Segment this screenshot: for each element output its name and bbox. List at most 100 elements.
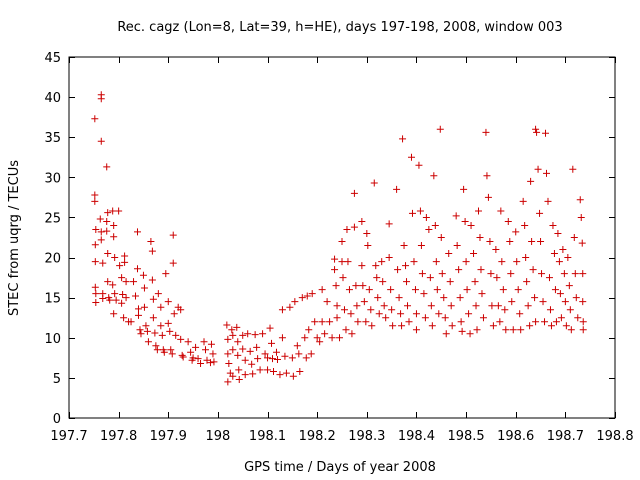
- data-point: [229, 372, 237, 380]
- data-point: [541, 318, 549, 326]
- data-point: [488, 302, 496, 310]
- data-point: [140, 303, 148, 311]
- data-point: [362, 318, 370, 326]
- data-point: [403, 278, 411, 286]
- data-point: [326, 318, 334, 326]
- data-point: [192, 343, 200, 351]
- data-point: [109, 281, 117, 289]
- data-point: [411, 286, 419, 294]
- data-point: [561, 298, 569, 306]
- data-point: [537, 238, 545, 246]
- y-axis: 0 5 10 15 20 25 30 35 40 45: [44, 51, 615, 427]
- data-point: [494, 302, 502, 310]
- data-point: [311, 318, 319, 326]
- x-tick-label: 197.7: [50, 429, 87, 444]
- plot-border: [68, 56, 616, 419]
- data-point: [475, 207, 482, 215]
- data-point: [497, 207, 505, 215]
- data-point: [576, 196, 584, 204]
- data-point: [148, 247, 156, 255]
- data-point: [516, 310, 524, 318]
- data-point: [574, 314, 582, 322]
- data-point: [152, 342, 160, 350]
- data-point: [470, 250, 478, 258]
- data-point: [425, 225, 433, 233]
- data-point: [557, 314, 565, 322]
- data-point: [453, 242, 461, 250]
- data-point: [251, 331, 259, 339]
- data-point: [224, 335, 232, 343]
- data-point: [164, 298, 172, 306]
- data-point: [295, 350, 303, 358]
- data-point: [343, 225, 351, 233]
- data-point: [92, 298, 100, 306]
- data-point: [345, 286, 353, 294]
- data-point: [120, 314, 128, 322]
- data-point: [298, 294, 306, 302]
- data-point: [136, 326, 144, 334]
- data-point: [246, 347, 254, 355]
- plot-frame: [68, 56, 616, 419]
- data-point: [153, 346, 161, 354]
- data-point: [456, 294, 464, 302]
- data-point: [140, 284, 148, 292]
- data-point: [110, 233, 118, 241]
- data-point: [239, 345, 247, 353]
- data-point: [177, 306, 185, 314]
- data-point: [99, 294, 107, 302]
- data-point: [385, 220, 393, 228]
- data-point: [506, 238, 514, 246]
- data-point: [441, 314, 449, 322]
- data-point: [466, 330, 474, 338]
- data-point: [179, 353, 187, 361]
- data-point: [239, 331, 247, 339]
- data-point: [142, 322, 150, 330]
- data-point: [178, 351, 186, 359]
- data-point: [372, 262, 380, 270]
- data-point: [253, 343, 261, 351]
- data-point: [97, 137, 105, 145]
- x-tick-label: 198.7: [547, 429, 584, 444]
- data-point: [354, 318, 362, 326]
- data-point: [331, 266, 339, 274]
- data-point: [458, 327, 466, 335]
- data-point: [374, 294, 382, 302]
- data-point: [91, 197, 99, 205]
- data-point: [133, 265, 141, 273]
- data-point: [431, 221, 439, 229]
- data-point: [91, 258, 99, 266]
- data-point: [418, 270, 426, 278]
- data-point: [559, 246, 567, 254]
- data-point: [261, 350, 269, 358]
- data-point: [134, 305, 142, 313]
- data-point: [405, 318, 413, 326]
- data-point: [534, 165, 542, 173]
- data-point: [234, 338, 242, 346]
- data-point: [462, 258, 470, 266]
- data-point: [394, 266, 402, 274]
- data-point: [570, 234, 578, 241]
- data-point: [241, 371, 249, 379]
- data-point: [313, 334, 321, 342]
- data-point: [103, 163, 111, 171]
- data-point: [282, 369, 290, 377]
- data-point: [352, 282, 360, 290]
- data-point: [465, 310, 473, 318]
- data-point: [167, 346, 175, 354]
- data-point: [270, 367, 278, 375]
- y-axis-label: STEC from uqrg / TECUs: [7, 160, 22, 316]
- x-tick-label: 198.6: [497, 429, 534, 444]
- data-point: [482, 128, 490, 136]
- data-point: [229, 331, 237, 339]
- data-point: [420, 290, 428, 298]
- data-point: [562, 322, 570, 330]
- data-point: [344, 258, 352, 266]
- data-point: [521, 221, 529, 229]
- data-point: [307, 350, 315, 358]
- data-point: [496, 318, 504, 326]
- data-point: [318, 286, 326, 294]
- data-point: [264, 354, 272, 362]
- data-point: [487, 270, 495, 278]
- data-point: [492, 246, 500, 254]
- data-point: [579, 326, 587, 334]
